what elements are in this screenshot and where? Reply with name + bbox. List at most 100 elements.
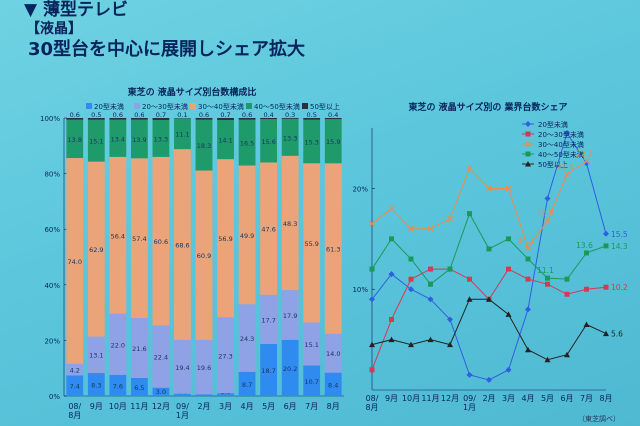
bar-segment [195,394,213,396]
line-data-label: 21.4 [557,162,574,171]
line-data-label: 15.5 [611,230,628,239]
slide-header: ▼ 薄型テレビ 【液晶】 30型台を中心に展開しシェア拡大 [24,0,305,62]
bar-y-tick-label: 20% [44,337,60,345]
bar-data-label: 8.4 [328,381,338,389]
line-data-label: 14.1 [518,236,535,245]
bar-segment [195,170,213,340]
bar-data-label: 0.5 [91,111,101,119]
line-point [603,330,609,337]
bar-segment [195,118,213,120]
bar-y-tick-label: 60% [44,226,60,234]
line-point [525,161,531,167]
bar-data-label: 15.3 [304,138,318,146]
bar-segment [87,336,105,373]
bar-segment [324,163,342,334]
line-point [388,205,395,212]
line-point [427,336,434,343]
bar-segment [238,304,256,372]
bar-segment [281,290,299,340]
bar-x-tick-label: 7月 [305,402,318,411]
line-data-label: 22.7 [576,149,593,158]
bar-data-label: 0.4 [263,111,273,119]
bar-segment [217,159,234,318]
line-point [389,316,394,322]
line-point [525,141,531,147]
bar-data-label: 56.9 [218,235,232,243]
bar-data-label: 49.9 [240,232,254,240]
line-point [525,306,531,313]
line-series-path [371,298,607,361]
bar-segment [109,313,127,375]
bar-data-label: 22.0 [111,341,125,349]
bar-segment [130,119,148,159]
bar-segment [217,393,234,396]
bar-segment [130,158,148,318]
bar-data-label: 13.4 [111,135,125,143]
bar-data-label: 56.4 [111,232,125,240]
bar-segment [303,163,321,323]
line-data-label: 11.1 [537,266,554,275]
line-point [369,296,375,303]
bar-legend-label: 50型以上 [310,102,340,111]
bar-data-label: 0.6 [70,111,80,119]
bar-segment [130,118,148,120]
line-point [584,286,589,292]
bar-x-tick-label: 12月 [152,402,170,411]
bar-data-label: 27.3 [218,352,232,360]
bar-data-label: 13.3 [154,135,168,143]
bar-data-label: 15.1 [304,341,318,349]
bar-y-tick-label: 40% [44,282,60,290]
line-point [544,356,551,363]
bar-segment [260,294,278,345]
bar-segment [109,156,127,314]
line-point [447,215,453,222]
bar-data-label: 61.3 [326,246,340,254]
bar-x-tick-label: 9月 [90,402,103,411]
bar-segment [324,333,342,373]
bar-data-label: 7.6 [113,382,123,390]
line-point [584,250,589,256]
bar-data-label: 16.5 [240,140,254,148]
bar-data-label: 13.9 [132,136,146,144]
line-point [447,266,453,272]
line-point [544,217,551,224]
line-point [427,296,434,303]
line-point [388,336,395,343]
bar-segment [66,119,84,159]
bar-segment [174,393,191,396]
bar-data-label: 17.9 [283,312,297,320]
line-point [525,346,531,353]
line-point [369,341,375,348]
bar-segment [109,119,127,157]
line-point [525,131,531,137]
line-point [564,351,570,358]
bar-data-label: 17.7 [261,316,275,324]
bar-segment [217,119,234,160]
line-x-tick-label: 6月 [560,394,573,403]
line-point [545,275,550,281]
line-y-tick-label: 10% [352,286,368,294]
bar-data-label: 48.3 [283,220,297,228]
bar-segment [238,165,256,305]
line-point [525,121,531,127]
line-legend-label: 50型以上 [538,160,568,169]
line-point [466,296,473,302]
bar-segment [66,118,84,120]
bar-data-label: 19.6 [197,364,211,372]
bar-segment [174,339,191,394]
bar-segment [66,158,84,364]
line-point [525,244,531,251]
line-point [467,276,472,282]
line-point [505,185,512,192]
line-x-tick-label: 7月 [580,394,593,403]
bar-y-tick-label: 80% [44,171,60,179]
line-point [466,371,473,378]
bar-data-label: 3.0 [156,388,166,396]
line-point [427,225,434,232]
bar-data-label: 0.4 [328,111,338,119]
line-point [486,296,492,302]
line-legend-label: 30〜40型未満 [538,140,584,149]
bar-segment [152,119,170,157]
bar-data-label: 0.6 [199,111,209,119]
bar-data-label: 21.6 [132,345,146,353]
